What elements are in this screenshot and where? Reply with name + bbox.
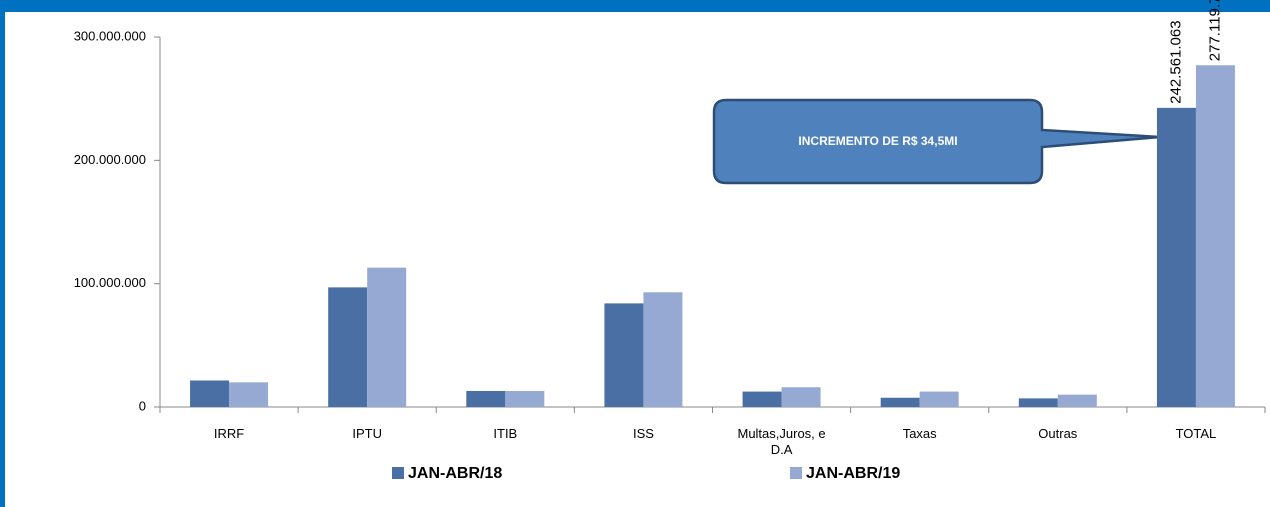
left-band	[0, 0, 5, 507]
x-tick-label: TOTAL	[1175, 426, 1217, 441]
bar	[466, 390, 506, 407]
x-tick-label: IPTU	[352, 426, 382, 441]
y-tick-label: 0	[139, 398, 146, 413]
bar	[880, 397, 920, 407]
y-tick-label: 100.000.000	[74, 275, 146, 290]
value-label: 242.561.063	[1167, 20, 1184, 103]
value-label: 277.119.743	[1206, 0, 1223, 61]
bar	[1057, 394, 1097, 407]
x-tick-label: ITIB	[493, 426, 518, 441]
bar	[190, 380, 230, 407]
bar	[781, 387, 821, 407]
bar	[1156, 107, 1196, 407]
legend-label: JAN-ABR/19	[806, 465, 900, 482]
bar	[505, 390, 545, 407]
x-tick-label: ISS	[632, 426, 654, 441]
bar	[229, 382, 269, 407]
x-tick-label: Taxas	[902, 426, 937, 441]
bar	[328, 287, 368, 407]
bar	[919, 391, 959, 407]
legend-swatch	[790, 467, 802, 479]
x-tick-label: IRRF	[213, 426, 245, 441]
x-tick-label: Outras	[1038, 426, 1078, 441]
bar	[1195, 65, 1235, 407]
legend-swatch	[392, 467, 404, 479]
legend-label: JAN-ABR/18	[408, 465, 502, 482]
x-tick-label: Multas,Juros, e D.A	[737, 426, 826, 457]
bar	[643, 292, 683, 407]
y-tick-label: 300.000.000	[74, 28, 146, 43]
top-band	[0, 0, 1270, 12]
y-tick-label: 200.000.000	[74, 152, 146, 167]
bar	[367, 267, 407, 407]
callout-text: INCREMENTO DE R$ 34,5MI	[798, 134, 957, 148]
bar	[604, 303, 644, 407]
bar	[742, 391, 782, 407]
bar	[1018, 398, 1058, 407]
callout	[712, 98, 1161, 185]
